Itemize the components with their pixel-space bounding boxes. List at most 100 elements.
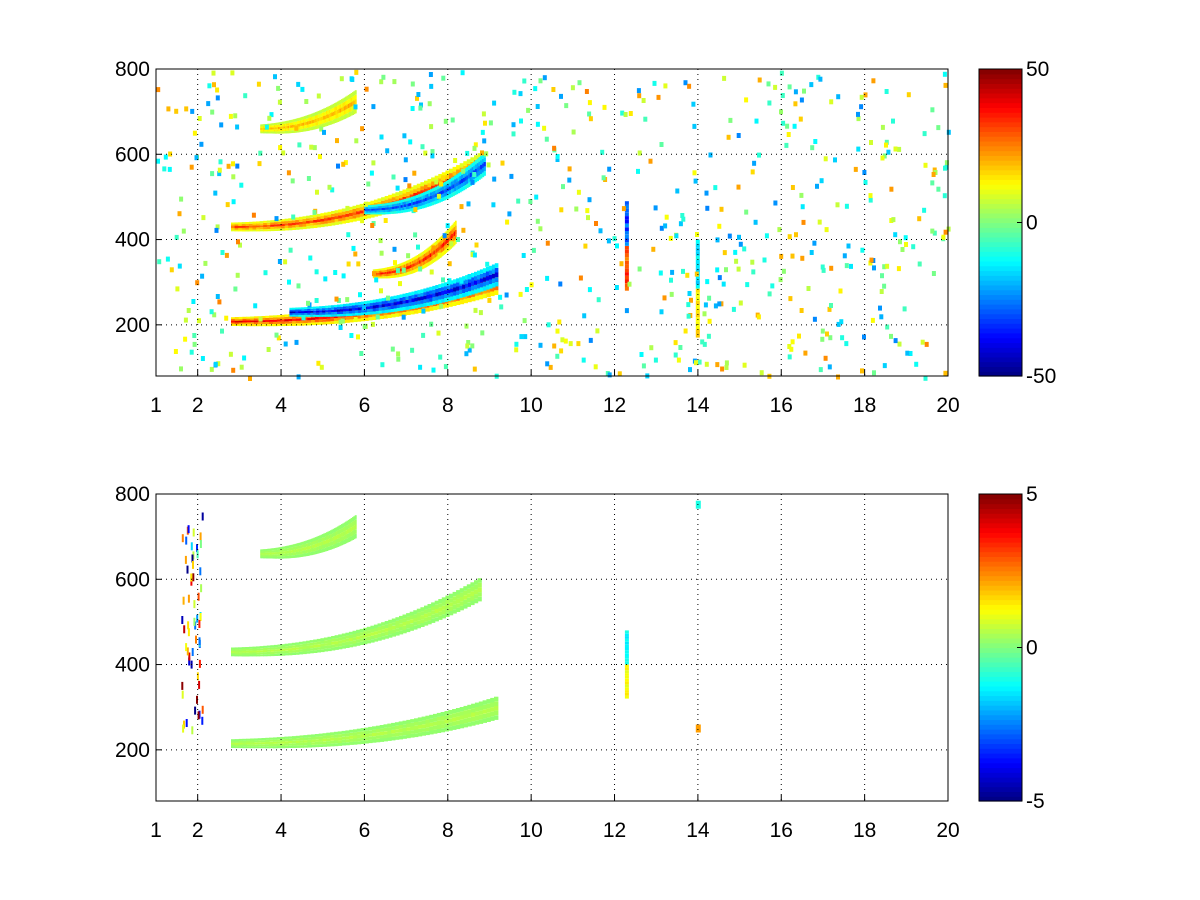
heatmap-cell <box>366 306 371 310</box>
heatmap-cell <box>323 648 329 652</box>
heatmap-cell <box>704 361 709 367</box>
heatmap-cell <box>404 204 407 207</box>
heatmap-cell <box>245 647 250 649</box>
colorbar-band <box>979 561 1022 567</box>
heatmap-cell <box>252 646 257 649</box>
heatmap-cell <box>652 80 657 86</box>
heatmap-cell <box>268 554 271 557</box>
heatmap-cell <box>431 618 436 623</box>
heatmap-cell <box>478 290 484 295</box>
colorbar-band <box>979 227 1022 233</box>
heatmap-cell <box>412 199 416 202</box>
colorbar-band <box>979 145 1022 152</box>
heatmap-cell <box>156 158 160 164</box>
heatmap-cell <box>271 123 274 126</box>
heatmap-cell <box>455 186 459 191</box>
heatmap-cell <box>264 124 269 130</box>
heatmap-cell <box>331 222 336 226</box>
heatmap-cell <box>433 242 436 247</box>
heatmap-cell <box>426 197 429 201</box>
heatmap-cell <box>224 252 229 258</box>
heatmap-cell <box>388 273 390 276</box>
heatmap-cell <box>273 224 279 227</box>
heatmap-cell <box>263 229 268 232</box>
heatmap-cell <box>387 727 392 731</box>
heatmap-cell <box>386 207 390 210</box>
colorbar-band <box>979 78 1022 84</box>
heatmap-cell <box>307 317 312 321</box>
heatmap-cell <box>272 125 275 128</box>
heatmap-cell <box>406 272 408 276</box>
heatmap-cell <box>523 334 528 340</box>
heatmap-cell <box>310 126 313 131</box>
heatmap-cell <box>263 650 268 653</box>
heatmap-cell <box>465 150 470 156</box>
heatmap-cell <box>322 129 326 135</box>
heatmap-cell <box>794 232 798 238</box>
heatmap-cell <box>406 719 411 724</box>
heatmap-cell <box>284 123 287 127</box>
heatmap-cell <box>269 131 272 134</box>
heatmap-cell <box>424 260 426 265</box>
heatmap-cell <box>327 535 330 540</box>
heatmap-cell <box>444 245 446 250</box>
heatmap-cell <box>374 204 378 207</box>
heatmap-cell <box>459 163 464 168</box>
heatmap-cell <box>359 210 364 214</box>
heatmap-cell <box>751 269 756 275</box>
heatmap-cell <box>409 197 412 201</box>
heatmap-cell <box>167 166 172 172</box>
heatmap-cell <box>535 104 540 109</box>
heatmap-cell <box>340 304 344 307</box>
heatmap-cell <box>277 99 282 105</box>
heatmap-cell <box>884 89 889 94</box>
heatmap-cell <box>360 218 365 224</box>
heatmap-cell <box>421 205 424 209</box>
colorbar-band <box>979 781 1022 788</box>
heatmap-cell <box>288 323 293 326</box>
heatmap-cell <box>384 267 387 270</box>
heatmap-cell <box>284 553 287 556</box>
heatmap-cell <box>379 272 382 275</box>
heatmap-cell <box>234 224 239 227</box>
heatmap-cell <box>409 271 412 275</box>
heatmap-cell <box>263 647 268 650</box>
heatmap-cell <box>482 281 487 287</box>
heatmap-cell <box>471 296 476 302</box>
heatmap-cell <box>345 641 350 645</box>
heatmap-cell <box>395 617 400 621</box>
heatmap-cell <box>345 205 350 211</box>
heatmap-cell <box>468 291 472 296</box>
heatmap-cell <box>692 123 697 129</box>
heatmap-cell <box>472 172 477 177</box>
heatmap-cell <box>231 161 235 167</box>
heatmap-cell <box>289 553 291 556</box>
heatmap-cell <box>262 552 265 555</box>
heatmap-cell <box>381 310 386 314</box>
heatmap-cell <box>303 323 308 326</box>
heatmap-cell <box>353 109 356 115</box>
heatmap-cell <box>267 548 270 551</box>
heatmap-cell <box>387 271 389 274</box>
heatmap-cell <box>269 739 274 742</box>
colorbar-band <box>979 313 1022 320</box>
heatmap-cell <box>322 316 327 319</box>
heatmap-cell <box>396 356 401 362</box>
heatmap-cell <box>624 272 629 276</box>
heatmap-cell <box>298 307 302 310</box>
colorbar-band <box>979 203 1022 209</box>
heatmap-cell <box>294 552 297 555</box>
heatmap-cell <box>394 275 396 278</box>
heatmap-cell <box>863 179 868 185</box>
heatmap-cell <box>284 643 289 646</box>
heatmap-cell <box>444 303 449 308</box>
heatmap-cell <box>424 180 429 185</box>
heatmap-cell <box>624 287 629 291</box>
heatmap-cell <box>511 131 516 137</box>
heatmap-cell <box>331 636 336 639</box>
heatmap-cell <box>272 552 275 555</box>
heatmap-cell <box>416 261 419 265</box>
heatmap-cell <box>624 633 629 637</box>
heatmap-cell <box>266 226 271 229</box>
heatmap-cell <box>352 530 354 536</box>
